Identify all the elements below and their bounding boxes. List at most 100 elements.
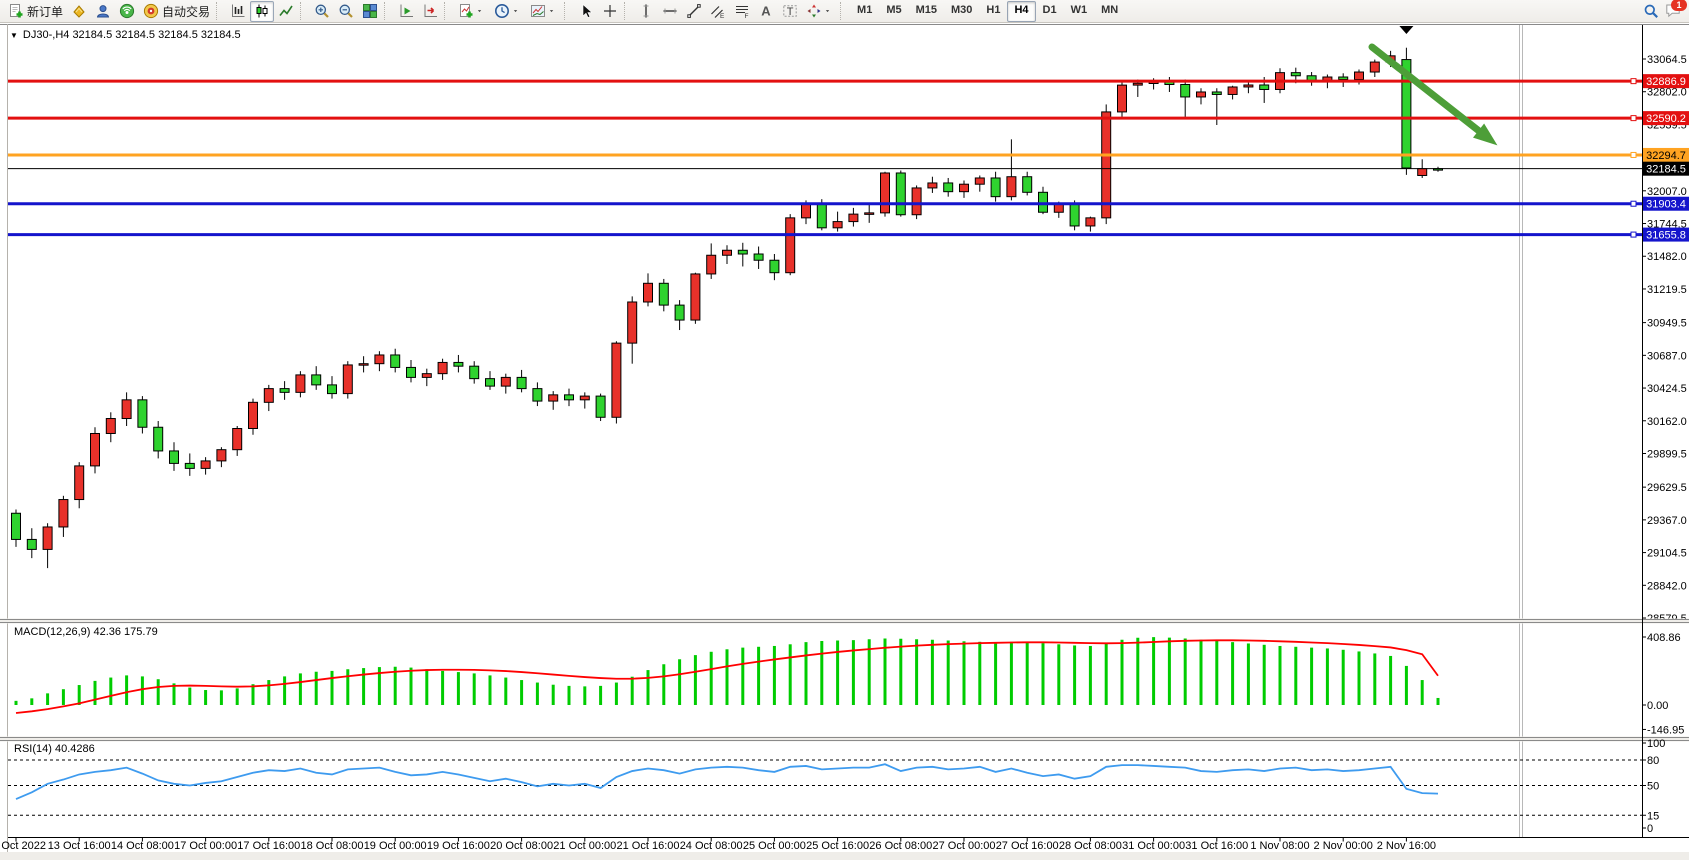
toolbar-separator [624,2,632,20]
candle-body [1101,111,1112,219]
price-axis-label: 31744.5 [1647,219,1687,231]
candle-body [200,460,211,469]
zoom-in-button[interactable] [310,1,334,22]
line-handle[interactable] [1630,115,1637,122]
signals-button[interactable] [115,1,139,22]
timeframe-button-m30[interactable]: M30 [951,3,973,16]
periods-button[interactable] [490,1,526,22]
candle-body [753,253,764,261]
arrows-tool-button[interactable] [802,1,838,22]
macd-axis-label: 0.00 [1647,700,1668,712]
candle-body [42,526,53,550]
candle-body [90,432,100,467]
rsi-axis-label: 100 [1647,738,1665,750]
timeframe-button-m5[interactable]: M5 [886,3,902,16]
channel-tool-button[interactable]: E [706,1,730,22]
pane-separator[interactable] [0,736,1689,742]
price-axis-label: 29629.5 [1647,482,1687,494]
candle-body [690,273,701,321]
candle-body [169,450,179,464]
cursor-tool-button[interactable] [574,1,598,22]
toolbar-separator [216,2,224,20]
timeframe-button-m1[interactable]: M1 [857,3,873,16]
equidistant-channel-icon: E [710,3,726,19]
candle-body [516,376,527,390]
price-line-badge-label: 31903.4 [1646,199,1686,211]
fibonacci-tool-button[interactable]: F [730,1,754,22]
price-axis-label: 30424.5 [1647,383,1687,395]
one-click-trading-arrow[interactable]: ▼ [10,30,18,40]
tile-windows-button[interactable] [358,1,382,22]
line-handle[interactable] [1630,78,1637,85]
pane-separator[interactable] [0,618,1689,624]
candle-body [643,282,653,303]
search-icon[interactable] [1643,3,1659,19]
time-axis-label: 27 Oct 16:00 [996,840,1059,852]
text-icon: A [758,3,774,19]
zoom-out-button[interactable] [334,1,358,22]
line-handle[interactable] [1630,231,1637,238]
notifications-button[interactable]: 1 [1665,0,1687,20]
candle-body [1085,217,1096,227]
candle-body [374,354,385,365]
arrows-icon [806,3,822,19]
svg-text:T: T [787,6,794,18]
candlestick-chart-button[interactable] [250,0,275,22]
autotrade-button[interactable]: 自动交易 [139,1,214,22]
rsi-axis-label: 15 [1647,810,1659,822]
chart-background [0,23,1689,860]
timeframe-button-h1[interactable]: H1 [986,3,1001,16]
templates-button[interactable] [526,1,562,22]
auto-scroll-button[interactable] [394,1,418,22]
price-line-badge [1643,74,1689,89]
candle-body [1053,203,1064,213]
cursor-arrow-icon [578,3,594,19]
bar-chart-button[interactable] [226,1,250,22]
chart-shift-button[interactable] [418,1,442,22]
candle-body [785,217,796,274]
rsi-axis-label: 50 [1647,781,1659,793]
macd-axis-label: 408.86 [1647,632,1681,644]
candle-body [137,399,148,428]
vertical-line-tool-button[interactable] [634,1,658,22]
candle-body [816,203,827,229]
horizontal-line-tool-button[interactable] [658,1,682,22]
market-depth-button[interactable] [67,1,91,22]
new-order-label: 新订单 [27,4,64,19]
price-line-badge-label: 31655.8 [1646,230,1686,242]
crosshair-icon [602,3,618,19]
timeframe-button-w1[interactable]: W1 [1070,3,1088,16]
text-tool-button[interactable]: A [754,1,778,22]
chart-title: ▼ DJ30-,H4 32184.5 32184.5 32184.5 32184… [10,29,241,41]
candle-body [990,177,1001,198]
timeframe-button-d1[interactable]: D1 [1042,3,1057,16]
line-handle[interactable] [1630,151,1637,158]
time-axis-label: 28 Oct 08:00 [1059,840,1122,852]
price-line-badge [1643,161,1689,176]
price-line-badge [1643,147,1689,162]
crosshair-tool-button[interactable] [598,1,622,22]
timeframe-button-h4[interactable]: H4 [1007,0,1036,22]
new-order-button[interactable]: 新订单 [4,1,67,22]
profiles-button[interactable] [91,1,115,22]
price-axis-label: 30687.0 [1647,350,1687,362]
candle-body [927,182,938,189]
candle-body [1117,84,1127,113]
sell-arrow-marker[interactable] [1399,26,1414,34]
line-handle[interactable] [1630,200,1637,207]
price-line-badge [1643,227,1689,242]
candle-body [674,304,685,321]
candle-body [595,395,606,418]
candle-body [911,187,922,216]
line-chart-button[interactable] [274,1,298,22]
candle-body [437,361,448,375]
trendline-tool-button[interactable] [682,1,706,22]
time-axis-label: 26 Oct 08:00 [869,840,932,852]
label-tool-button[interactable]: T [778,1,802,22]
timeframe-button-mn[interactable]: MN [1101,3,1119,16]
tile-windows-icon [362,3,378,19]
trend-arrow-annotation[interactable] [1368,43,1492,142]
indicators-button[interactable] [454,1,490,22]
timeframe-button-m15[interactable]: M15 [915,3,937,16]
